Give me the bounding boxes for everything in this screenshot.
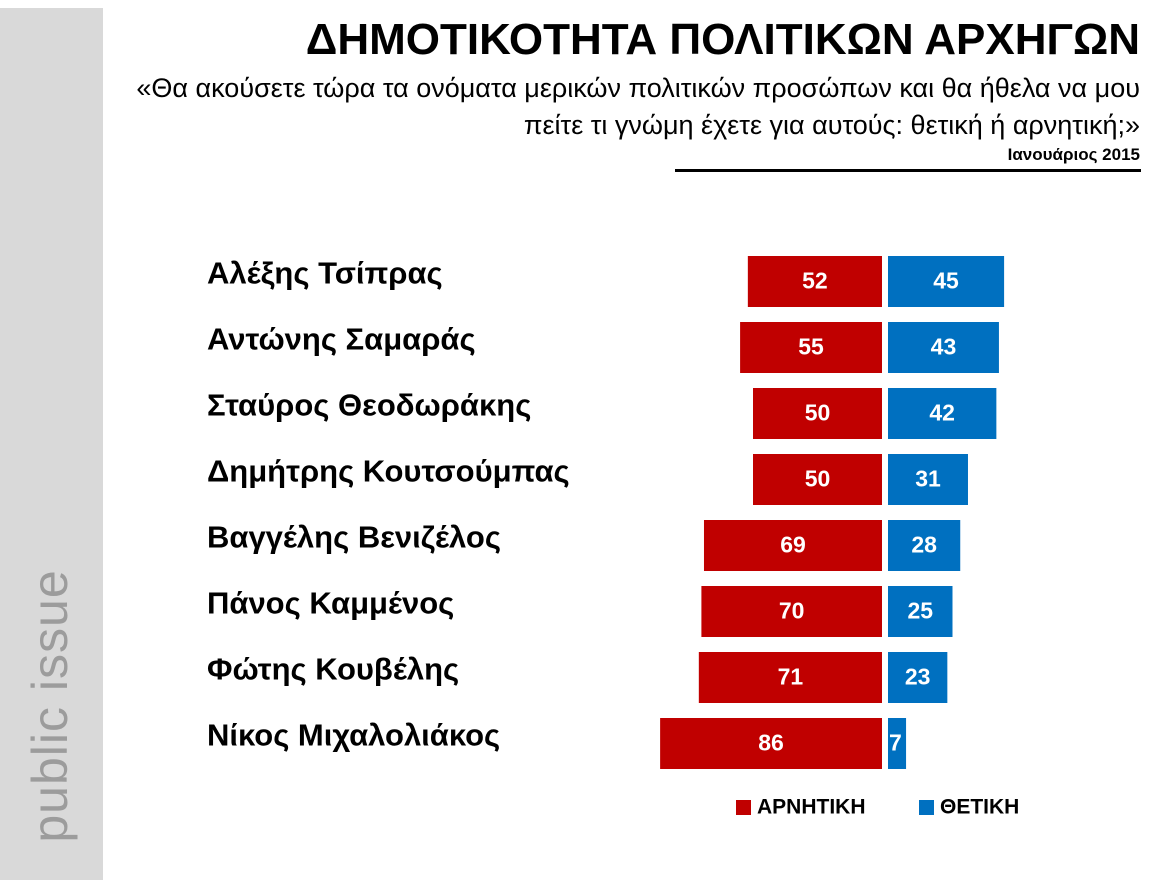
positive-value-label: 43 xyxy=(931,334,957,360)
negative-bar xyxy=(660,718,882,769)
positive-value-label: 7 xyxy=(889,730,902,756)
negative-bar xyxy=(753,388,882,439)
positive-value-label: 42 xyxy=(929,400,955,426)
legend-positive-label: ΘΕΤΙΚΗ xyxy=(940,796,1019,819)
category-label: Νίκος Μιχαλολιάκος xyxy=(207,718,500,753)
negative-value-label: 50 xyxy=(805,400,831,426)
negative-bar xyxy=(703,520,882,571)
positive-bar xyxy=(888,520,961,571)
legend-negative-swatch xyxy=(736,800,751,815)
positive-bar xyxy=(888,322,999,373)
positive-bar xyxy=(888,388,997,439)
positive-value-label: 23 xyxy=(905,664,931,690)
negative-value-label: 69 xyxy=(780,532,806,558)
negative-bar xyxy=(753,454,882,505)
legend-negative-label: ΑΡΝΗΤΙΚΗ xyxy=(757,796,866,819)
positive-value-label: 25 xyxy=(907,598,933,624)
negative-bar xyxy=(740,322,882,373)
category-labels: Αλέξης Τσίπρας Αντώνης Σαμαράς Σταύρος Θεο… xyxy=(207,256,570,753)
bars: 52 45 55 43 50 42 50 31 69 28 70 25 71 23 86 7 xyxy=(660,256,1005,769)
category-label: Πάνος Καμμένος xyxy=(207,586,454,621)
page-title: ΔΗΜΟΤΙΚΟΤΗΤΑ ΠΟΛΙΤΙΚΩΝ ΑΡΧΗΓΩΝ xyxy=(305,15,1140,64)
category-label: Αλέξης Τσίπρας xyxy=(207,256,443,291)
negative-value-label: 86 xyxy=(758,730,784,756)
category-label: Σταύρος Θεοδωράκης xyxy=(207,388,531,423)
positive-bar xyxy=(888,454,968,505)
legend-positive-swatch xyxy=(919,800,934,815)
negative-value-label: 52 xyxy=(802,268,828,294)
category-label: Αντώνης Σαμαράς xyxy=(207,322,476,357)
brand-sidebar xyxy=(0,8,103,880)
positive-bar xyxy=(888,586,953,637)
negative-value-label: 70 xyxy=(779,598,805,624)
negative-value-label: 55 xyxy=(798,334,824,360)
chart-legend: ΑΡΝΗΤΙΚΗ ΘΕΤΙΚΗ xyxy=(736,796,1019,819)
positive-value-label: 45 xyxy=(933,268,959,294)
survey-date: Ιανουάριος 2015 xyxy=(1007,145,1140,164)
positive-bar xyxy=(888,652,948,703)
survey-question: «Θα ακούσετε τώρα τα ονόματα μερικών πολ… xyxy=(136,73,1140,140)
positive-value-label: 28 xyxy=(911,532,937,558)
positive-bar xyxy=(888,718,907,769)
negative-bar xyxy=(701,586,882,637)
negative-value-label: 71 xyxy=(778,664,804,690)
header-divider xyxy=(675,169,1141,172)
negative-bar xyxy=(747,256,882,307)
positive-bar xyxy=(888,256,1005,307)
negative-value-label: 50 xyxy=(805,466,831,492)
category-label: Δημήτρης Κουτσούμπας xyxy=(207,454,570,489)
negative-bar xyxy=(698,652,882,703)
positive-value-label: 31 xyxy=(915,466,941,492)
category-label: Βαγγέλης Βενιζέλος xyxy=(207,520,501,555)
category-label: Φώτης Κουβέλης xyxy=(207,652,459,687)
